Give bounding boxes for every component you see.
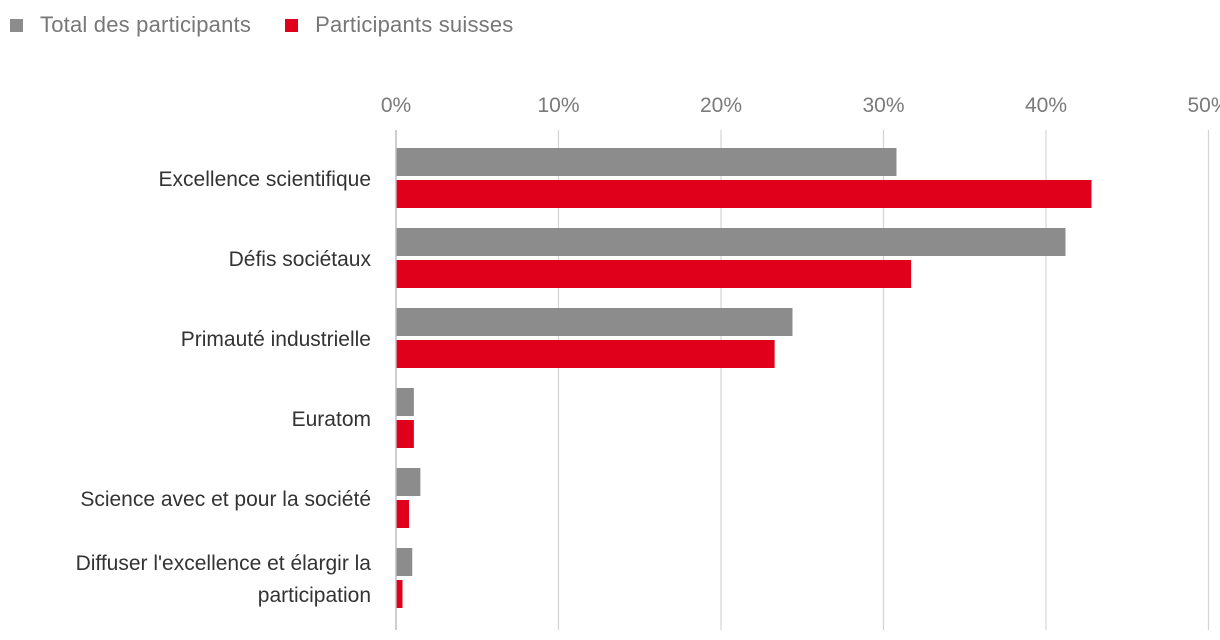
legend-label-total: Total des participants <box>40 12 252 37</box>
bar-swiss-2 <box>396 340 775 368</box>
tick-label-40: 40% <box>1025 94 1067 117</box>
bar-total-4 <box>396 468 421 496</box>
bar-total-1 <box>396 228 1066 256</box>
category-label-3: Euratom <box>292 408 371 431</box>
legend: Total des participants Participants suis… <box>10 12 548 38</box>
bar-total-0 <box>396 148 897 176</box>
category-label-5-line-1: participation <box>258 584 371 607</box>
bar-total-2 <box>396 308 793 336</box>
legend-item-total: Total des participants <box>10 12 251 38</box>
bar-swiss-1 <box>396 260 912 288</box>
legend-item-swiss: Participants suisses <box>285 12 513 38</box>
bar-swiss-0 <box>396 180 1092 208</box>
category-label-1: Défis sociétaux <box>229 248 372 271</box>
tick-label-20: 20% <box>700 94 742 117</box>
legend-swatch-total <box>10 18 23 32</box>
bar-swiss-4 <box>396 500 409 528</box>
tick-label-30: 30% <box>862 94 904 117</box>
bar-total-5 <box>396 548 413 576</box>
category-label-5-line-0: Diffuser l'excellence et élargir la <box>76 552 372 575</box>
legend-label-swiss: Participants suisses <box>315 12 514 37</box>
tick-label-0: 0% <box>381 94 411 117</box>
tick-label-50: 50% <box>1187 94 1220 117</box>
bar-swiss-3 <box>396 420 414 448</box>
category-label-2: Primauté industrielle <box>181 328 371 351</box>
category-label-4: Science avec et pour la société <box>80 488 371 511</box>
category-label-0: Excellence scientifique <box>159 168 371 191</box>
tick-label-10: 10% <box>537 94 579 117</box>
bar-swiss-5 <box>396 580 403 608</box>
legend-swatch-swiss <box>285 18 299 32</box>
bar-total-3 <box>396 388 414 416</box>
